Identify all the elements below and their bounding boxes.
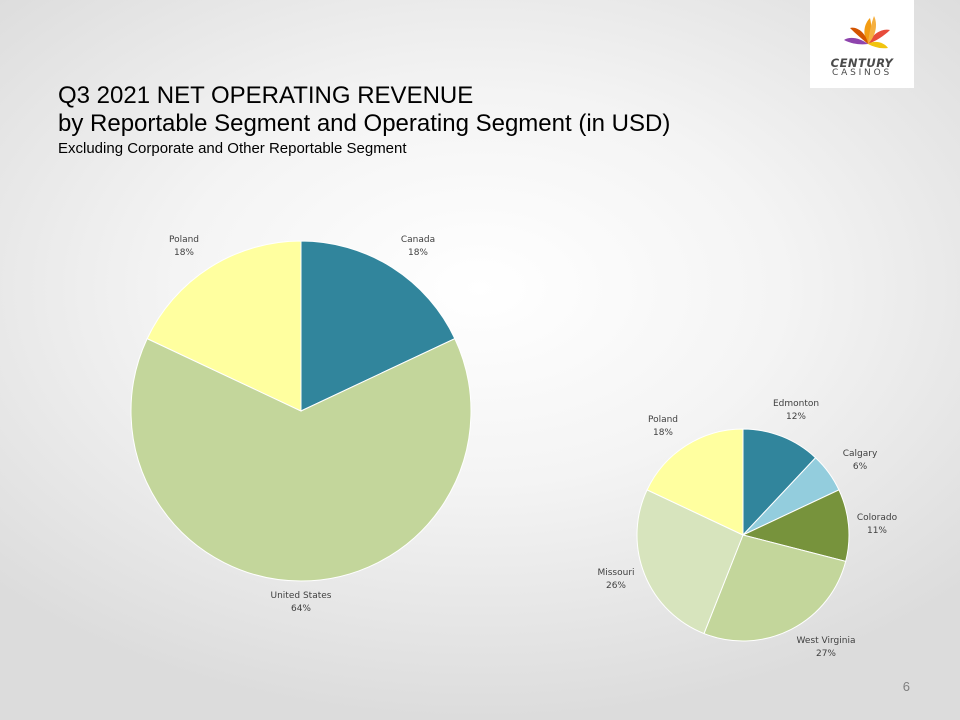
pie2-label-calgary: Calgary [843,449,878,459]
pie1-label-poland: Poland [169,235,199,245]
flower-logo-icon [844,16,890,49]
pie2-slice-edmonton [742,428,817,537]
pie2-label-west-virginia: West Virginia [797,636,856,646]
pie2-label-missouri: Missouri [597,568,634,578]
pie2-value-calgary: 6% [853,462,868,472]
pie2-label-edmonton: Edmonton [773,399,819,409]
pie1-slice-canada [300,240,456,412]
pie2-slice-colorado [741,489,850,562]
pie2-value-poland: 18% [653,428,673,438]
logo-word-century: CENTURY [830,56,894,70]
pie2-slice-west-virginia [703,534,847,642]
page-number: 6 [902,679,910,694]
title-line-2: by Reportable Segment and Operating Segm… [58,110,671,137]
pie1-value-poland: 18% [174,248,194,258]
pie2-label-poland: Poland [648,415,678,425]
pie1-slice-united-states [130,337,472,582]
pie2-slice-poland [646,428,744,536]
pie2-value-missouri: 26% [606,581,626,591]
logo: CENTURY CASINOS [810,0,914,88]
title-line-1: Q3 2021 NET OPERATING REVENUE [58,82,474,109]
pie1-label-united-states: United States [271,591,332,601]
pie1-slice-poland [146,240,302,412]
pie2-value-edmonton: 12% [786,412,806,422]
pie2-value-colorado: 11% [867,526,887,536]
logo-word-casinos: CASINOS [832,68,892,78]
pie1-value-canada: 18% [408,248,428,258]
pie2-slice-missouri [636,489,744,635]
pie1-label-canada: Canada [401,235,435,245]
title-line-3: Excluding Corporate and Other Reportable… [58,140,407,157]
pie2-label-colorado: Colorado [857,513,898,523]
pie2-value-west-virginia: 27% [816,649,836,659]
pie1-value-united-states: 64% [291,604,311,614]
slide-title: Q3 2021 NET OPERATING REVENUE by Reporta… [58,82,670,160]
